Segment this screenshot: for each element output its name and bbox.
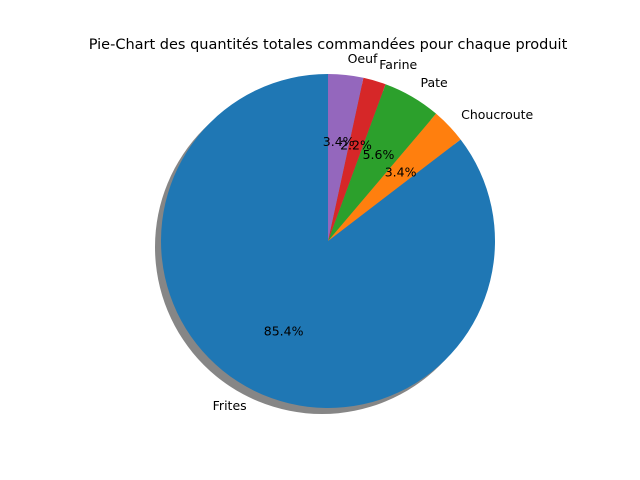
pct-label-oeuf: 3.4% xyxy=(323,134,355,149)
slice-label-choucroute: Choucroute xyxy=(461,107,533,122)
slice-label-farine: Farine xyxy=(379,57,417,72)
pct-label-farine: 2.2% xyxy=(340,137,372,152)
slice-label-oeuf: Oeuf xyxy=(348,51,378,66)
pie-slice-frites xyxy=(161,74,496,408)
pie-slices xyxy=(161,74,496,408)
slice-label-pate: Pate xyxy=(421,75,449,90)
chart-title: Pie-Chart des quantités totales commandé… xyxy=(89,37,568,53)
pct-label-choucroute: 3.4% xyxy=(385,164,417,179)
pie-slice-farine xyxy=(328,77,386,241)
percent-labels: 85.4%3.4%5.6%2.2%3.4% xyxy=(264,134,417,338)
slice-label-frites: Frites xyxy=(213,398,247,413)
pie-slice-oeuf xyxy=(328,74,364,241)
pct-label-pate: 5.6% xyxy=(363,147,395,162)
pie-slice-choucroute xyxy=(328,113,461,241)
pie-slice-pate xyxy=(328,84,437,241)
pct-label-frites: 85.4% xyxy=(264,323,304,338)
